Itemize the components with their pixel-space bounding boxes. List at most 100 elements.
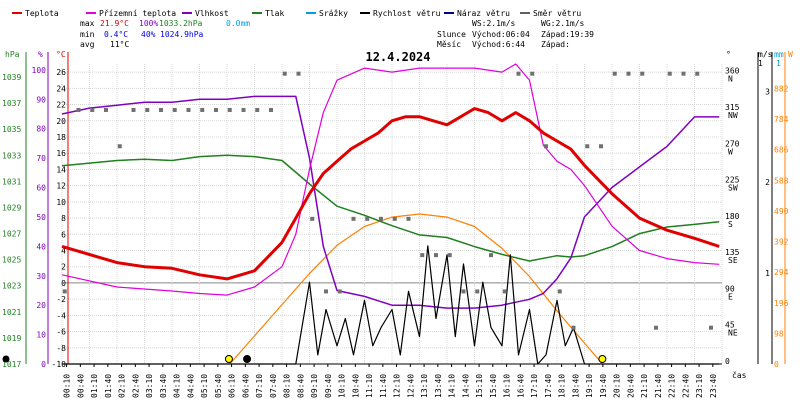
precip-tick-label: 0: [774, 360, 779, 369]
temperature-axis-unit: °C: [56, 50, 66, 59]
ground-temperature-series-line: [61, 63, 720, 296]
x-tick-label: 22:10: [668, 374, 677, 398]
x-tick-label: 18:10: [558, 374, 567, 398]
wind-direction-point: [186, 107, 191, 112]
x-tick-label: 00:40: [76, 374, 85, 398]
pressure-tick-label: 1019: [2, 334, 21, 343]
temperature-tick-label: 16: [56, 149, 66, 158]
x-tick-label: 23:40: [709, 374, 718, 398]
moon-label: Měsíc: [437, 40, 461, 49]
direction-tick-label: 180: [725, 212, 740, 221]
wind-direction-point: [379, 216, 383, 221]
x-tick-label: 12:40: [406, 374, 415, 398]
temperature-tick-label: -2: [56, 295, 66, 304]
temperature-tick-label: 24: [56, 84, 66, 93]
wind-direction-point: [530, 71, 535, 76]
direction-tick-label: 0: [725, 357, 730, 366]
wind-direction-point: [76, 107, 81, 112]
wind-direction-point: [159, 107, 163, 112]
humidity-tick-label: 80: [36, 125, 46, 134]
pressure-tick-label: 1017: [2, 360, 21, 369]
humidity-tick-label: 20: [36, 301, 46, 310]
x-tick-label: 01:10: [90, 374, 99, 398]
wind-direction-point: [269, 107, 273, 112]
x-tick-label: 03:10: [145, 374, 154, 398]
legend-label: Náraz větru: [457, 9, 510, 18]
x-tick-label: 23:10: [695, 374, 704, 398]
humidity-tick-label: 50: [36, 213, 46, 222]
stat-min-hum: 40%: [141, 30, 156, 39]
wind-direction-point: [227, 107, 232, 112]
x-tick-label: 14:10: [448, 374, 457, 398]
humidity-axis-unit: %: [38, 50, 43, 59]
wind-direction-point: [489, 253, 493, 258]
x-tick-label: 10:40: [351, 374, 360, 398]
wind-direction-point: [557, 289, 562, 294]
temperature-tick-label: 10: [56, 198, 66, 207]
x-tick-label: 02:10: [118, 374, 127, 398]
wind-direction-point: [695, 71, 700, 76]
sunlight-axis-unit: W: [788, 50, 793, 59]
x-tick-label: 06:40: [241, 374, 250, 398]
x-tick-label: 06:10: [228, 374, 237, 398]
wind-direction-point: [544, 144, 548, 149]
wind-direction-point: [62, 289, 67, 294]
stat-max-hum: 100%: [139, 19, 158, 28]
x-tick-label: 21:10: [640, 374, 649, 398]
wind-direction-point: [571, 325, 576, 330]
legend-label: Teplota: [25, 9, 59, 18]
wind-direction-point: [475, 289, 480, 294]
wind-direction-point: [447, 253, 452, 258]
x-tick-label: 10:10: [338, 374, 347, 398]
x-tick-label: 13:10: [420, 374, 429, 398]
chart-series: [2, 63, 720, 365]
temperature-tick-label: -4: [56, 311, 66, 320]
x-tick-label: 02:40: [131, 374, 140, 398]
stat-min-temp: 0.4°C: [104, 30, 128, 39]
wind-direction-point: [351, 216, 356, 221]
precip-tick-label: 882: [774, 84, 789, 93]
legend-label: Vlhkost: [195, 9, 229, 18]
x-tick-label: 09:10: [310, 374, 319, 398]
direction-compass-label: NE: [728, 329, 738, 338]
wind-direction-point: [337, 289, 342, 294]
wind-direction-point: [709, 325, 713, 330]
x-tick-label: 11:10: [365, 374, 374, 398]
wind-speed-series-line: [62, 245, 720, 365]
legend-label: Přízemní teplota: [99, 9, 176, 18]
x-axis-label: čas: [732, 370, 747, 380]
precip-tick-label: 490: [774, 207, 789, 216]
chart-grid: [61, 64, 723, 365]
stat-max-precip: 0.0mm: [226, 19, 250, 28]
sun-label: Slunce: [437, 30, 466, 39]
direction-tick-label: 45: [725, 321, 735, 330]
wind-direction-point: [599, 144, 603, 149]
sunlight-series-line: [229, 213, 603, 365]
stat-ws: WS:2.1m/s: [472, 19, 516, 28]
x-tick-label: 15:40: [489, 374, 498, 398]
x-tick-label: 13:40: [434, 374, 443, 398]
precip-tick-label: 98: [774, 329, 784, 338]
wind-direction-point: [90, 107, 95, 112]
legend-label: Směr větru: [533, 9, 581, 18]
temperature-tick-label: 8: [61, 214, 66, 223]
chart-axes: hPa% °C1039103710351033103110291027102510…: [2, 50, 793, 398]
wind-axis-unit: m/s: [758, 50, 773, 59]
x-tick-label: 17:10: [530, 374, 539, 398]
pressure-tick-label: 1029: [2, 203, 21, 212]
humidity-series-line: [61, 95, 720, 309]
wind-direction-point: [296, 71, 301, 76]
x-tick-label: 21:40: [654, 374, 663, 398]
x-tick-label: 03:40: [159, 374, 168, 398]
wind-direction-point: [667, 71, 672, 76]
precip-tick-label: 588: [774, 176, 789, 185]
humidity-tick-label: 70: [36, 154, 46, 163]
chart-title: 12.4.2024: [365, 50, 430, 64]
wind-direction-point: [654, 325, 658, 330]
wind-tick-label: 1: [765, 269, 770, 278]
wind-direction-point: [640, 71, 645, 76]
direction-axis-unit: °: [726, 50, 731, 59]
stat-max-temp: 21.9°C: [100, 19, 129, 28]
temperature-tick-label: 6: [61, 230, 66, 239]
humidity-tick-label: 100: [32, 66, 47, 75]
